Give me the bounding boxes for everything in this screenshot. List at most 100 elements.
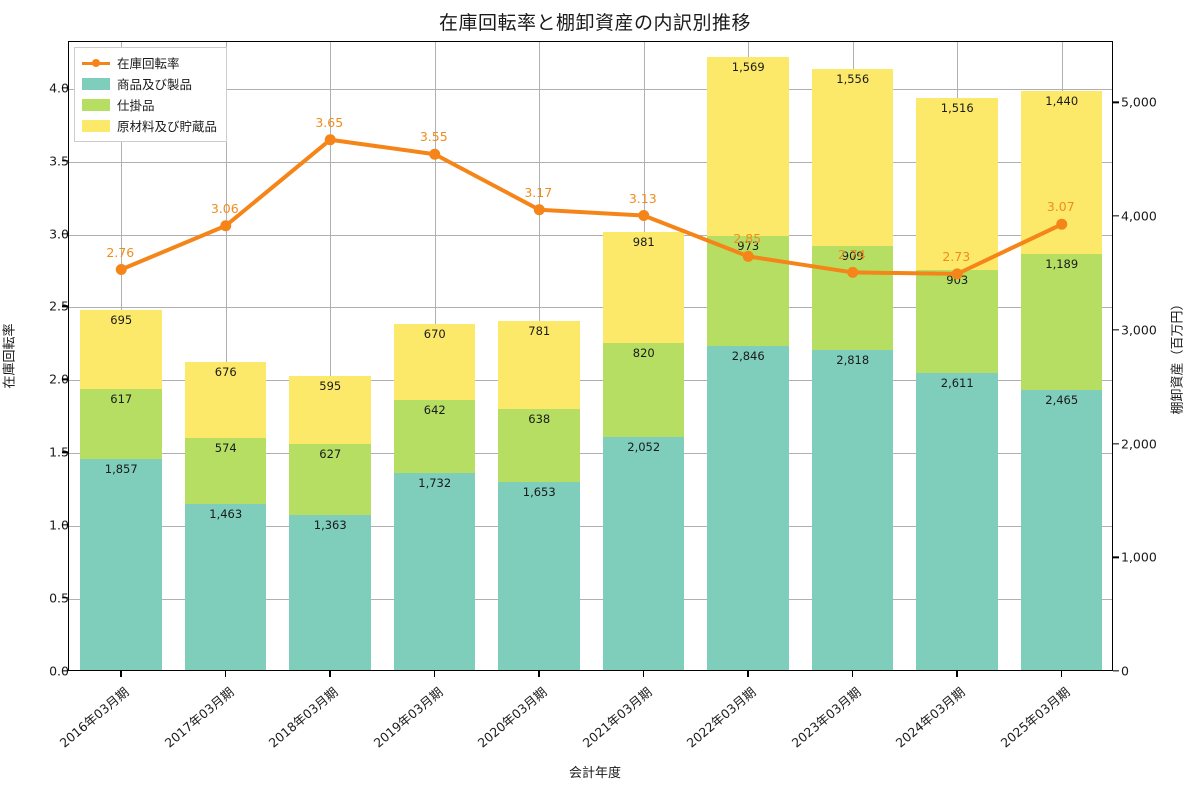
bar-segment[interactable]: 781 xyxy=(498,320,580,410)
bar-group[interactable]: 1,463 574 676 xyxy=(184,361,267,670)
bar-value-label: 981 xyxy=(632,234,655,249)
x-axis-tick-label: 2016年03月期 xyxy=(56,684,132,751)
bar-value-label: 627 xyxy=(319,446,342,461)
bar-segment[interactable]: 627 xyxy=(289,443,371,516)
legend-item[interactable]: 商品及び製品 xyxy=(82,74,217,93)
gridline-horizontal xyxy=(69,453,1112,455)
bar-value-label: 2,052 xyxy=(627,439,661,454)
bar-segment[interactable]: 1,363 xyxy=(289,515,371,670)
bar-segment[interactable]: 2,611 xyxy=(916,373,998,670)
bar-segment[interactable]: 1,463 xyxy=(184,503,267,670)
bar-group[interactable]: 1,857 617 695 xyxy=(80,309,162,670)
line-value-label: 2.85 xyxy=(733,231,762,247)
bar-segment[interactable]: 642 xyxy=(393,400,476,474)
gridline-horizontal xyxy=(69,88,1112,90)
bar-value-label: 2,818 xyxy=(836,352,870,367)
bar-segment[interactable]: 903 xyxy=(916,270,998,374)
left-axis-tick-mark xyxy=(62,451,68,453)
legend-item[interactable]: 在庫回転率 xyxy=(82,53,217,72)
line-marker[interactable] xyxy=(533,204,545,216)
bar-segment[interactable]: 1,569 xyxy=(707,57,789,236)
legend-item[interactable]: 原材料及び貯蔵品 xyxy=(82,116,217,135)
x-axis-tick-label: 2017年03月期 xyxy=(161,684,237,751)
gridline-horizontal xyxy=(69,599,1112,601)
bar-segment[interactable]: 638 xyxy=(498,409,580,483)
bar-segment[interactable]: 909 xyxy=(811,246,894,350)
bar-group[interactable]: 2,846 973 1,569 xyxy=(707,57,789,670)
gridline-horizontal xyxy=(69,380,1112,382)
x-axis-tick-mark xyxy=(1060,671,1063,677)
left-axis-tick-label: 3.0 xyxy=(49,226,69,241)
bar-segment[interactable]: 695 xyxy=(80,309,162,389)
line-marker[interactable] xyxy=(220,220,232,232)
bar-segment[interactable]: 670 xyxy=(393,323,476,401)
x-axis-tick-label: 2021年03月期 xyxy=(579,684,655,751)
line-value-label: 2.74 xyxy=(837,247,866,263)
bar-segment[interactable]: 1,189 xyxy=(1020,254,1103,390)
bar-segment[interactable]: 820 xyxy=(602,343,685,437)
bar-segment[interactable]: 2,818 xyxy=(811,349,894,670)
line-value-label: 2.76 xyxy=(106,244,135,260)
x-axis-tick-mark xyxy=(433,671,436,677)
x-axis-tick-mark xyxy=(224,671,227,677)
bar-segment[interactable]: 574 xyxy=(184,438,267,504)
bar-segment[interactable]: 2,052 xyxy=(602,436,685,670)
bar-group[interactable]: 1,363 627 595 xyxy=(289,376,371,670)
bar-value-label: 1,653 xyxy=(522,485,556,500)
x-axis-label: 会計年度 xyxy=(568,766,621,781)
bar-segment[interactable]: 2,465 xyxy=(1020,389,1103,670)
bar-value-label: 909 xyxy=(841,249,864,264)
left-axis-tick-mark xyxy=(62,597,68,599)
bar-value-label: 670 xyxy=(423,326,446,341)
left-axis-tick-mark xyxy=(62,524,68,526)
legend-item-label: 仕掛品 xyxy=(117,98,155,113)
bar-value-label: 973 xyxy=(737,238,760,253)
line-marker[interactable] xyxy=(115,264,127,275)
line-marker[interactable] xyxy=(742,250,754,262)
bar-value-label: 1,189 xyxy=(1045,257,1079,272)
bar-value-label: 617 xyxy=(110,391,133,406)
bar-group[interactable]: 2,611 903 1,516 xyxy=(916,98,998,670)
bar-series-layer: 1,857 617 695 1,463 574 676 1,363 627 595 1,732 64… xyxy=(69,42,1112,670)
bar-value-label: 695 xyxy=(110,312,133,327)
bar-segment[interactable]: 595 xyxy=(289,376,371,444)
bar-value-label: 2,465 xyxy=(1045,392,1079,407)
bar-segment[interactable]: 617 xyxy=(80,388,162,459)
bar-segment[interactable]: 1,653 xyxy=(498,482,580,670)
chart-title: 在庫回転率と棚卸資産の内訳別推移 xyxy=(438,12,751,34)
bar-segment[interactable]: 2,846 xyxy=(707,346,789,670)
bar-value-label: 574 xyxy=(214,441,237,456)
line-marker[interactable] xyxy=(951,268,963,280)
line-value-label: 3.07 xyxy=(1046,199,1075,215)
line-marker[interactable] xyxy=(324,134,336,146)
right-axis-tick-label: 1,000 xyxy=(1121,549,1157,565)
line-value-label: 3.65 xyxy=(315,114,344,130)
x-axis-tick-label: 2020年03月期 xyxy=(474,684,550,751)
x-axis-tick-mark xyxy=(956,671,958,677)
legend-item-label: 商品及び製品 xyxy=(117,77,193,92)
legend-item-label: 原材料及び貯蔵品 xyxy=(117,119,218,134)
line-marker[interactable] xyxy=(638,210,650,222)
bar-group[interactable]: 1,653 638 781 xyxy=(498,320,580,670)
gridline-horizontal xyxy=(69,307,1112,309)
line-marker[interactable] xyxy=(429,148,441,160)
bar-group[interactable]: 2,465 1,189 1,440 xyxy=(1020,90,1103,670)
line-marker[interactable] xyxy=(1056,218,1068,230)
bar-segment[interactable]: 1,516 xyxy=(916,98,998,271)
line-marker[interactable] xyxy=(847,266,859,278)
bar-segment[interactable]: 1,857 xyxy=(80,458,162,670)
bar-group[interactable]: 2,818 909 1,556 xyxy=(811,69,894,670)
legend-item[interactable]: 仕掛品 xyxy=(82,95,217,114)
bar-segment[interactable]: 676 xyxy=(184,361,267,439)
bar-segment[interactable]: 1,732 xyxy=(393,473,476,670)
bar-segment[interactable]: 1,556 xyxy=(811,69,894,247)
right-axis-tick-label: 4,000 xyxy=(1121,208,1157,224)
bar-segment[interactable]: 1,440 xyxy=(1020,90,1103,255)
bar-value-label: 1,440 xyxy=(1045,93,1079,108)
line-value-label: 3.17 xyxy=(524,184,553,200)
bar-segment[interactable]: 981 xyxy=(602,231,685,344)
bar-group[interactable]: 1,732 642 670 xyxy=(393,323,476,670)
legend-swatch-icon xyxy=(82,98,110,111)
bar-group[interactable]: 2,052 820 981 xyxy=(602,231,685,670)
